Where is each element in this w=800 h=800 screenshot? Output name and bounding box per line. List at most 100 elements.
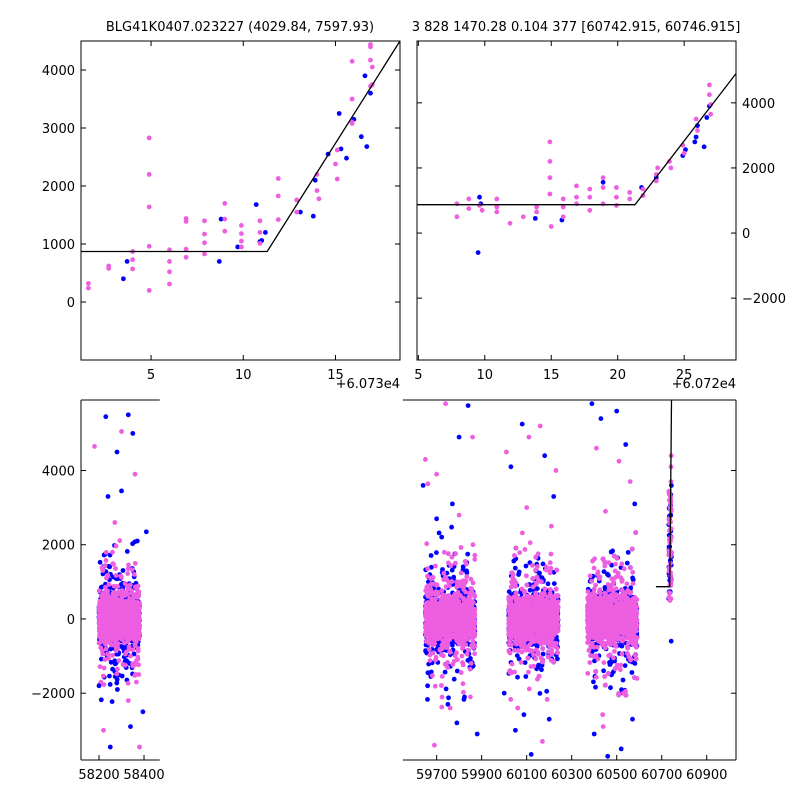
top-left-pink-point [349,58,355,64]
bottom-blue-point [514,653,520,658]
top-right-pink-point [667,159,672,164]
bottom-blue-point [114,680,120,686]
top-left-pink-point [334,176,340,182]
top-left-pink-point [316,196,322,202]
top-right-pink-point [548,224,554,229]
bottom-blue-point [109,699,115,704]
top-left-pink-point [275,217,281,223]
top-right-pink-point [693,116,699,122]
top-left-blue-point [263,230,268,235]
top-left-blue-point [253,202,259,208]
bottom-blue-point [601,569,607,574]
bottom-blue-point [107,673,112,679]
bottom-blue-point [423,648,428,653]
top-left-blue-point [312,177,318,183]
bottom-blue-point [451,574,457,580]
top-right-pink-point [547,139,553,145]
top-left-pink-point [86,281,91,286]
top-right-pink-point [494,196,500,202]
top-right-plot-area [454,82,714,256]
top-right-pink-point [655,165,660,171]
top-right-pink-point [587,186,593,192]
bottom-blue-point [439,534,445,540]
top-left-blue-point [124,259,130,264]
top-left-pink-point [349,96,355,102]
bottom-pink-point [113,573,119,578]
bottom-blue-point [428,669,434,675]
top-left-blue-point [121,276,126,282]
bottom-pink-point [113,566,118,571]
bottom-blue-point [461,697,467,702]
bottom-blue-point [446,695,451,701]
top-right-blue-point [693,134,699,140]
bottom-blue-point [428,553,434,558]
bottom-blue-point [593,684,598,690]
top-right-pink-point [466,196,472,202]
top-left-pink-point [257,241,263,246]
top-left-pink-point [333,161,338,167]
top-right-pink-point [534,209,539,215]
top-right-pink-point [640,186,646,192]
bottom-blue-point [107,682,113,687]
bottom-plot-area [92,401,674,759]
top-right-blue-point [704,115,710,120]
top-right-pink-point [627,190,633,195]
top-right-pink-point [600,185,606,190]
bottom-blue-point [97,559,103,565]
top-left-blue-point [218,216,224,222]
bottom-pink-point [115,666,120,672]
top-left-pink-point [146,204,152,210]
bottom-blue-point [620,677,626,683]
bottom-blue-point [534,586,540,591]
top-right-pink-point [614,194,619,200]
bottom-blue-point [534,643,540,648]
top-left-pink-point [183,254,189,260]
bottom-pink-point [96,588,102,594]
bottom-pink-point [135,583,141,589]
bottom-blue-point [544,688,550,694]
top-right-pink-point [574,201,579,207]
bottom-blue-point [98,697,104,703]
bottom-blue-point [629,670,635,675]
top-right-pink-point [600,201,606,207]
top-right-pink-point [494,209,500,215]
top-right-pink-point [466,206,472,212]
bottom-blue-point [539,667,544,673]
bottom-blue-point [555,656,560,662]
bottom-blue-point [545,581,551,587]
top-right-pink-point [479,207,485,213]
bottom-blue-point [449,567,455,573]
top-right-pink-point [574,194,579,200]
top-right-pink-point [547,175,553,181]
bottom-pink-point [132,572,137,577]
bottom-blue-point [119,673,125,679]
bottom-blue-point [442,669,448,675]
bottom-blue-point [625,550,631,555]
top-left-pink-point [275,176,281,181]
bottom-blue-point [99,656,104,662]
bottom-blue-point [114,677,120,682]
top-right-pink-point [454,214,460,220]
bottom-blue-point [551,581,557,586]
top-right-pink-point [614,203,619,208]
bottom-blue-point [622,663,628,668]
bottom-blue-point [607,662,613,667]
bottom-blue-point [108,659,114,665]
bottom-blue-point [443,686,449,692]
top-left-pink-point [202,218,207,224]
top-left-blue-point [358,134,364,140]
bottom-blue-point [516,572,521,577]
bottom-blue-point [451,676,457,682]
top-left-blue-point [235,244,241,250]
top-left-pink-point [294,209,300,215]
top-left-pink-point [239,238,244,244]
bottom-pink-point [103,558,109,563]
bottom-pink-point [132,561,138,566]
bottom-blue-point [522,660,528,665]
top-left-pink-point [183,246,189,252]
bottom-pink-point [110,653,115,658]
top-right-pink-point [507,220,513,226]
top-right-pink-point [707,92,712,98]
top-right-pink-point [454,201,460,207]
bottom-blue-point [610,548,615,554]
